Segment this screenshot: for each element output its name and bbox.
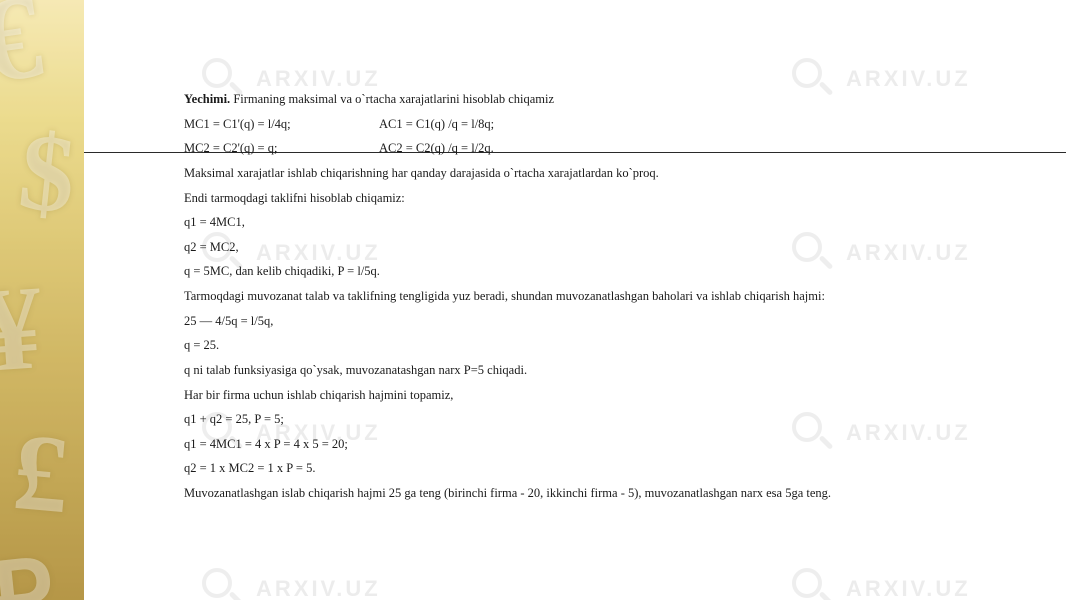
equation-row: MC1 = C1'(q) = l/4q; AC1 = C1(q) /q = l/… xyxy=(184,117,944,133)
paragraph: 25 — 4/5q = l/5q, xyxy=(184,314,944,330)
watermark: ARXIV.UZ xyxy=(200,566,381,600)
paragraph: q2 = 1 x MC2 = 1 x P = 5. xyxy=(184,461,944,477)
watermark-text: ARXIV.UZ xyxy=(846,576,971,600)
magnifier-icon xyxy=(200,566,246,600)
paragraph: q2 = MC2, xyxy=(184,240,944,256)
equation-right: AC1 = C1(q) /q = l/8q; xyxy=(379,117,944,133)
paragraph: q ni talab funksiyasiga qo`ysak, muvozan… xyxy=(184,363,944,379)
currency-glyph: ¥ xyxy=(0,258,47,400)
document-body: Yechimi. Firmaning maksimal va o`rtacha … xyxy=(184,92,944,511)
watermark-text: ARXIV.UZ xyxy=(256,576,381,600)
equation-left: MC2 = C2'(q) = q; xyxy=(184,141,379,157)
paragraph: Tarmoqdagi muvozanat talab va taklifning… xyxy=(184,289,944,305)
paragraph: Har bir firma uchun ishlab chiqarish haj… xyxy=(184,388,944,404)
currency-glyph: £ xyxy=(9,408,75,539)
bold-label: Yechimi. xyxy=(184,92,230,106)
magnifier-icon xyxy=(790,566,836,600)
equation-row: MC2 = C2'(q) = q; AC2 = C2(q) /q = l/2q. xyxy=(184,141,944,157)
equation-left: MC1 = C1'(q) = l/4q; xyxy=(184,117,379,133)
paragraph: Endi tarmoqdagi taklifni hisoblab chiqam… xyxy=(184,191,944,207)
paragraph: q = 25. xyxy=(184,338,944,354)
currency-glyph: € xyxy=(0,0,49,112)
left-currency-strip: €$ ¥£₽ xyxy=(0,0,84,600)
watermark-text: ARXIV.UZ xyxy=(256,66,381,92)
paragraph: Yechimi. Firmaning maksimal va o`rtacha … xyxy=(184,92,944,108)
paragraph: q1 = 4MC1, xyxy=(184,215,944,231)
paragraph: Maksimal xarajatlar ishlab chiqarishning… xyxy=(184,166,944,182)
paragraph: q1 + q2 = 25, P = 5; xyxy=(184,412,944,428)
equation-right: AC2 = C2(q) /q = l/2q. xyxy=(379,141,944,157)
paragraph: q1 = 4MC1 = 4 x P = 4 x 5 = 20; xyxy=(184,437,944,453)
watermark: ARXIV.UZ xyxy=(790,566,971,600)
watermark-text: ARXIV.UZ xyxy=(846,66,971,92)
text: Firmaning maksimal va o`rtacha xarajatla… xyxy=(230,92,554,106)
currency-glyph: $ xyxy=(14,107,82,239)
currency-glyph: ₽ xyxy=(0,537,60,600)
paragraph: Muvozanatlashgan islab chiqarish hajmi 2… xyxy=(184,486,944,502)
paragraph: q = 5MC, dan kelib chiqadiki, P = l/5q. xyxy=(184,264,944,280)
